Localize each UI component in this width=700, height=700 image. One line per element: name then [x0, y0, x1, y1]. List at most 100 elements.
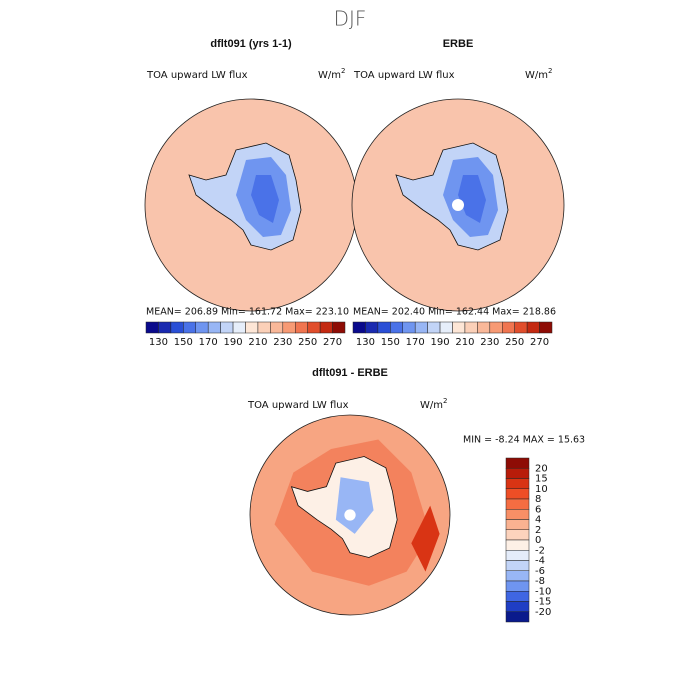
- colorbar-box: [505, 468, 530, 479]
- colorbar-box: [505, 580, 530, 592]
- colorbar-box: [505, 550, 530, 561]
- units-sup: 2: [341, 67, 345, 75]
- colorbar-box: [505, 509, 530, 520]
- colorbar-box: [295, 321, 308, 334]
- colorbar-box: [195, 321, 209, 334]
- colorbar-label: 250: [505, 337, 524, 348]
- colorbar-label: 270: [323, 337, 342, 348]
- colorbar-label: 150: [381, 337, 400, 348]
- colorbar-box: [232, 321, 246, 334]
- colorbar-box: [439, 321, 453, 334]
- units: W/m2: [525, 67, 552, 81]
- colorbar-box: [282, 321, 296, 334]
- colorbar-label: -10: [535, 586, 551, 597]
- panel-title: dflt091 - ERBE: [312, 367, 388, 379]
- colorbar-box: [145, 321, 159, 334]
- colorbar-label: -2: [535, 545, 545, 556]
- colorbar-box: [390, 321, 403, 334]
- colorbar-box: [170, 321, 184, 334]
- variable: TOA upward LW flux: [146, 70, 248, 81]
- units: W/m2: [420, 397, 447, 411]
- colorbar-box: [505, 591, 530, 602]
- colorbar-box: [505, 478, 530, 489]
- colorbar-label: -20: [535, 607, 551, 618]
- colorbar-label: 170: [406, 337, 425, 348]
- colorbar-box: [332, 321, 346, 334]
- colorbar-label: 150: [174, 337, 193, 348]
- colorbar-label: 2: [535, 525, 541, 536]
- colorbar-label: -8: [535, 576, 545, 587]
- colorbar-label: 210: [248, 337, 267, 348]
- colorbar-label: 10: [535, 484, 548, 495]
- variable: TOA upward LW flux: [353, 70, 455, 81]
- colorbar-label: 270: [530, 337, 549, 348]
- colorbar-box: [257, 321, 271, 334]
- colorbar-box: [402, 321, 416, 334]
- colorbar-box: [539, 321, 553, 334]
- colorbar-box: [505, 611, 530, 623]
- colorbar-label: 230: [480, 337, 499, 348]
- contour: [458, 175, 486, 223]
- colorbar-label: 15: [535, 474, 548, 485]
- colorbar-box: [505, 529, 530, 541]
- colorbar-box: [502, 321, 515, 334]
- units-base: W/m: [525, 70, 548, 81]
- colorbar-label: 0: [535, 535, 541, 546]
- colorbar-box: [505, 519, 530, 530]
- colorbar-box: [307, 321, 321, 334]
- contour: [251, 175, 279, 223]
- colorbar-box: [377, 321, 391, 334]
- colorbar-label: 8: [535, 494, 541, 505]
- colorbar-box: [352, 321, 366, 334]
- units-base: W/m: [318, 70, 341, 81]
- anomaly: [335, 477, 374, 534]
- units-sup: 2: [548, 67, 552, 75]
- colorbar-box: [319, 321, 333, 334]
- colorbar-box: [207, 321, 221, 334]
- colorbar-box: [489, 321, 503, 334]
- colorbar-box: [365, 321, 379, 334]
- variable: TOA upward LW flux: [247, 400, 349, 411]
- colorbar-label: 6: [535, 504, 541, 515]
- units: W/m2: [318, 67, 345, 81]
- colorbar-box: [158, 321, 172, 334]
- colorbar-box: [505, 560, 530, 571]
- stats: MEAN= 202.40 Min= 162.44 Max= 218.86: [353, 307, 556, 318]
- colorbar-box: [505, 488, 530, 500]
- colorbar-box: [183, 321, 196, 334]
- colorbar-box: [452, 321, 466, 334]
- colorbar-label: 190: [224, 337, 243, 348]
- colorbar-label: 250: [298, 337, 317, 348]
- figure-title: DJF: [334, 7, 367, 31]
- colorbar-label: 170: [199, 337, 218, 348]
- colorbar-box: [414, 321, 428, 334]
- panel-title: dflt091 (yrs 1-1): [210, 38, 292, 50]
- units-sup: 2: [443, 397, 447, 405]
- missing: [344, 509, 356, 521]
- colorbar-box: [464, 321, 478, 334]
- colorbar-box: [505, 539, 530, 551]
- colorbar-label: -6: [535, 566, 545, 577]
- colorbar-box: [427, 321, 441, 334]
- units-base: W/m: [420, 400, 443, 411]
- colorbar-label: -15: [535, 597, 551, 608]
- colorbar-box: [505, 601, 530, 612]
- colorbar-box: [245, 321, 259, 334]
- panel-title: ERBE: [443, 38, 474, 50]
- colorbar-box: [505, 457, 530, 469]
- colorbar-label: -4: [535, 556, 545, 567]
- colorbar-box: [270, 321, 284, 334]
- colorbar-label: 20: [535, 463, 548, 474]
- colorbar-box: [526, 321, 540, 334]
- colorbar-label: 4: [535, 515, 541, 526]
- colorbar-box: [505, 498, 530, 510]
- missing: [452, 199, 464, 211]
- colorbar-box: [514, 321, 528, 334]
- colorbar-box: [220, 321, 234, 334]
- colorbar-label: 190: [431, 337, 450, 348]
- stats: MEAN= 206.89 Min= 161.72 Max= 223.10: [146, 307, 349, 318]
- colorbar-label: 130: [149, 337, 168, 348]
- stats: MIN = -8.24 MAX = 15.63: [463, 435, 585, 446]
- anomaly: [411, 505, 440, 572]
